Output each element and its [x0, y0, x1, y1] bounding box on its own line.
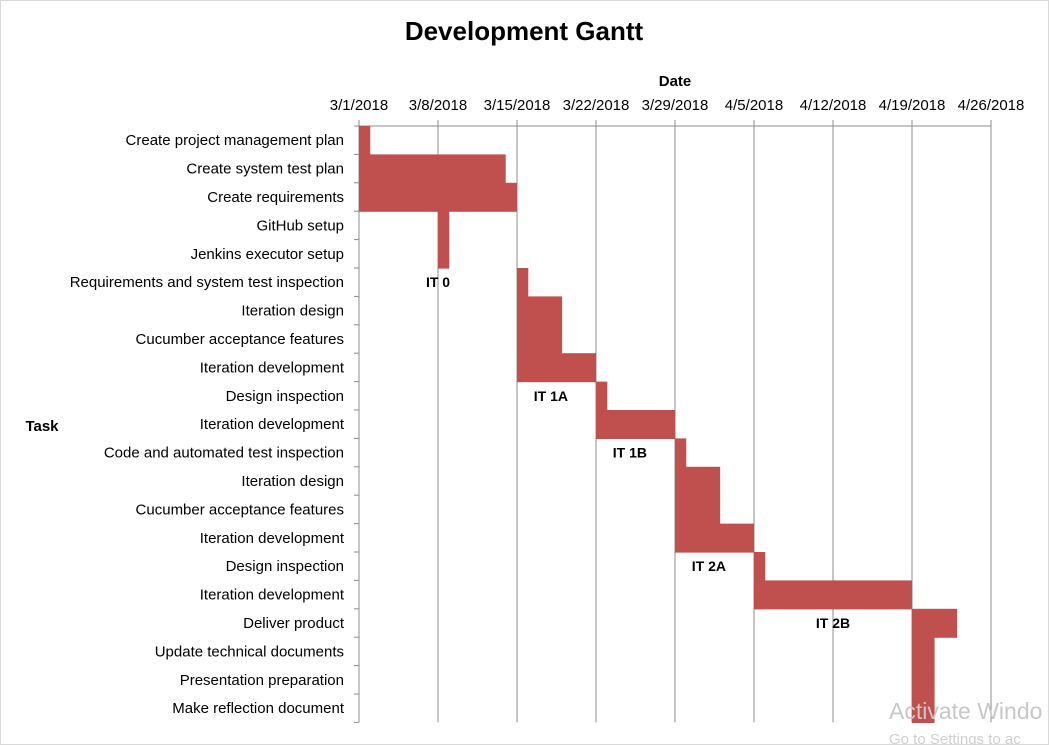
task-bar — [675, 438, 687, 468]
task-label: Iteration development — [200, 530, 345, 547]
task-bar — [359, 126, 371, 155]
task-bar — [359, 154, 506, 184]
iteration-annotations: IT 0 IT 1A IT 1B IT 2A IT 2B — [426, 274, 850, 631]
task-bar — [912, 694, 935, 723]
iteration-annotation: IT 1B — [613, 445, 647, 461]
task-bar — [517, 268, 529, 297]
task-label: Cucumber acceptance features — [136, 501, 344, 518]
task-label: Iteration development — [200, 587, 345, 604]
task-bars — [359, 126, 958, 723]
task-bar — [754, 580, 912, 610]
y-axis-title: Task — [25, 418, 59, 435]
watermark-line-2: Go to Settings to ac — [889, 731, 1021, 745]
iteration-annotation: IT 1A — [534, 388, 568, 404]
task-label: Code and automated test inspection — [104, 445, 344, 462]
task-label: Make reflection document — [172, 700, 345, 717]
iteration-annotation: IT 2A — [692, 558, 726, 574]
task-bar — [359, 182, 517, 212]
task-bar — [675, 523, 754, 553]
task-bar — [675, 495, 721, 525]
task-label: Deliver product — [243, 615, 345, 632]
task-bar — [517, 296, 563, 326]
x-tick-label: 4/12/2018 — [800, 97, 867, 114]
task-bar — [912, 637, 935, 667]
task-bar — [596, 410, 675, 439]
x-tick-label: 3/22/2018 — [563, 97, 630, 114]
task-bar — [517, 324, 563, 354]
x-tick-label: 4/26/2018 — [958, 97, 1025, 114]
task-label: Design inspection — [226, 558, 344, 575]
task-label: Iteration design — [241, 303, 344, 320]
task-bar — [438, 239, 450, 269]
task-label: Presentation preparation — [180, 672, 344, 689]
task-label: Create system test plan — [186, 161, 344, 178]
iteration-annotation: IT 2B — [816, 615, 850, 631]
task-label: GitHub setup — [256, 217, 344, 234]
task-labels: Create project management plan Create sys… — [70, 132, 345, 717]
x-tick-label: 3/1/2018 — [330, 97, 388, 114]
x-tick-label: 3/29/2018 — [642, 97, 709, 114]
task-label: Cucumber acceptance features — [136, 331, 344, 348]
task-bar — [912, 608, 958, 638]
task-bar — [517, 353, 596, 383]
task-label: Requirements and system test inspection — [70, 274, 344, 291]
task-label: Jenkins executor setup — [191, 246, 344, 263]
task-bar — [754, 552, 766, 581]
watermark-line-1: Activate Windo — [889, 698, 1042, 724]
task-bar — [438, 211, 450, 241]
x-tick-label: 4/5/2018 — [725, 97, 783, 114]
x-axis-title: Date — [659, 73, 692, 90]
x-tick-labels: 3/1/2018 3/8/2018 3/15/2018 3/22/2018 3/29/2… — [330, 97, 1025, 114]
task-label: Create project management plan — [126, 132, 344, 149]
task-label: Update technical documents — [155, 643, 344, 660]
task-label: Iteration development — [200, 359, 345, 376]
task-label: Iteration development — [200, 416, 345, 433]
chart-title: Development Gantt — [405, 16, 644, 46]
task-bar — [596, 381, 608, 411]
x-tick-label: 3/8/2018 — [409, 97, 467, 114]
task-label: Design inspection — [226, 388, 344, 405]
x-tick-label: 3/15/2018 — [484, 97, 551, 114]
task-label: Create requirements — [207, 189, 344, 206]
task-bar — [675, 466, 721, 496]
task-label: Iteration design — [241, 473, 344, 490]
iteration-annotation: IT 0 — [426, 274, 450, 290]
task-bar — [912, 665, 935, 695]
x-tick-label: 4/19/2018 — [879, 97, 946, 114]
